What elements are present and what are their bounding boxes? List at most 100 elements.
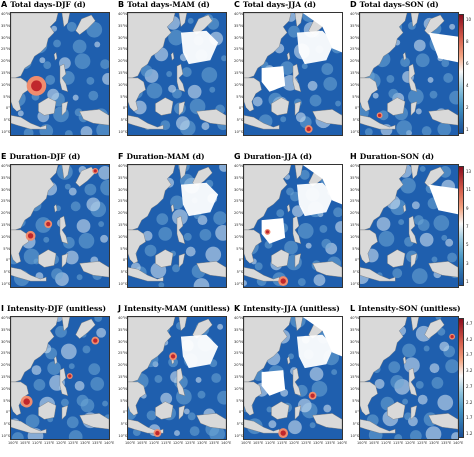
colorbar-tick: 4.7 xyxy=(466,321,473,326)
lat-tick: 20°N xyxy=(349,59,359,64)
colorbar xyxy=(458,14,464,134)
lon-tick: 110°E xyxy=(149,441,160,445)
colorbar-tick: 3.2 xyxy=(466,368,473,374)
lat-tick: 10°S xyxy=(350,434,359,438)
lat-tick: 35°N xyxy=(233,175,243,180)
lon-tick: 125°E xyxy=(301,441,312,445)
colorbar-tick: 4.2 xyxy=(466,336,473,342)
lat-tick: 5°S xyxy=(3,422,10,427)
lon-tick: 125°E xyxy=(68,441,79,445)
colorbar-tick: 4 xyxy=(466,83,469,88)
lat-tick: 10°N xyxy=(233,386,243,391)
colorbar-tick: 6 xyxy=(466,61,469,66)
lat-tick: 35°N xyxy=(233,327,243,332)
lat-tick: 25°N xyxy=(349,351,359,356)
lat-tick: 5°S xyxy=(236,422,243,427)
panel-label: K Intensity-JJA (unitless) xyxy=(234,304,340,314)
colorbar-tick: 5 xyxy=(466,242,469,248)
lat-tick: 40°N xyxy=(233,164,243,168)
lat-tick: 30°N xyxy=(117,187,127,192)
lat-tick: 0° xyxy=(122,258,127,263)
lat-tick: 35°N xyxy=(0,327,10,332)
lon-tick: 125°E xyxy=(417,441,428,445)
panel-letter: A xyxy=(1,0,8,9)
lat-tick: 0° xyxy=(5,106,10,111)
lat-tick: 10°S xyxy=(1,282,10,286)
lat-tick: 30°N xyxy=(233,35,243,40)
map xyxy=(243,316,343,440)
panel-label: C Total days-JJA (d) xyxy=(234,0,316,10)
lon-tick: 130°E xyxy=(429,441,440,445)
lon-tick: 140°E xyxy=(221,441,232,445)
panel-title: Intensity-DJF (unitless) xyxy=(6,304,107,313)
map xyxy=(127,164,227,288)
lat-tick: 5°S xyxy=(236,270,243,275)
lat-tick: 30°N xyxy=(0,339,10,344)
lat-tick: 5°N xyxy=(236,246,243,251)
lat-tick: 0° xyxy=(122,410,127,415)
lat-tick: 5°N xyxy=(352,246,359,251)
lat-tick: 5°S xyxy=(120,118,127,123)
lat-tick: 5°S xyxy=(120,270,127,275)
lat-tick: 35°N xyxy=(117,23,127,28)
lat-tick: 25°N xyxy=(117,47,127,52)
lat-tick: 15°N xyxy=(0,223,10,227)
lat-tick: 35°N xyxy=(117,175,127,180)
lat-tick: 5°N xyxy=(3,398,10,403)
map xyxy=(359,164,459,288)
colorbar-tick: 1.7 xyxy=(466,415,473,421)
lat-tick: 30°N xyxy=(0,187,10,192)
colorbar-tick: 1.2 xyxy=(466,431,473,436)
lon-tick: 120°E xyxy=(289,441,300,445)
colorbar-tick: 7 xyxy=(466,224,469,229)
panel-letter: E xyxy=(1,152,7,161)
lat-tick: 0° xyxy=(5,258,10,263)
lat-tick: 30°N xyxy=(117,35,127,40)
panel-letter: F xyxy=(118,152,124,161)
colorbar-tick: 2.7 xyxy=(466,383,473,389)
lat-tick: 10°N xyxy=(349,234,359,239)
map xyxy=(243,12,343,136)
colorbar-tick: 2 xyxy=(466,105,469,110)
lat-tick: 20°N xyxy=(349,211,359,216)
panel-j: J Intensity-MAM (unitless) 40°N 35°N 30°N 25°… xyxy=(117,304,231,445)
lon-tick: 115°E xyxy=(393,441,404,445)
lat-tick: 30°N xyxy=(349,187,359,192)
lat-tick: 10°S xyxy=(234,282,243,286)
panel-e: E Duration-DJF (d) 40°N 35°N 30°N 25°N 20°N 15°… xyxy=(0,152,110,288)
lat-tick: 15°N xyxy=(117,375,127,379)
lat-tick: 20°N xyxy=(0,59,10,64)
lon-tick: 105°E xyxy=(20,441,31,445)
lon-tick: 115°E xyxy=(161,441,172,445)
lat-tick: 20°N xyxy=(0,211,10,216)
lat-tick: 40°N xyxy=(0,316,10,320)
lat-tick: 15°N xyxy=(349,223,359,227)
lon-tick: 140°E xyxy=(337,441,348,445)
lat-tick: 40°N xyxy=(349,12,359,16)
panel-c: C Total days-JJA (d) 40°N 35°N 30°N 25°N 20°N 1… xyxy=(233,0,343,136)
lat-tick: 10°N xyxy=(117,234,127,239)
panel-label: H Duration-SON (d) xyxy=(350,152,434,162)
lon-tick: 120°E xyxy=(173,441,184,445)
lat-tick: 5°N xyxy=(352,398,359,403)
panel-label: J Intensity-MAM (unitless) xyxy=(118,304,230,314)
lat-tick: 35°N xyxy=(233,23,243,28)
lat-tick: 30°N xyxy=(233,339,243,344)
panel-letter: J xyxy=(118,304,121,313)
panel-label: E Duration-DJF (d) xyxy=(1,152,80,162)
lat-tick: 35°N xyxy=(0,175,10,180)
lat-tick: 0° xyxy=(354,106,359,111)
lat-tick: 20°N xyxy=(349,363,359,368)
panel-label: L Intensity-SON (unitless) xyxy=(350,304,461,314)
lat-tick: 15°N xyxy=(117,71,127,75)
lat-tick: 30°N xyxy=(349,35,359,40)
lon-tick: 115°E xyxy=(277,441,288,445)
lon-tick: 135°E xyxy=(92,441,103,445)
colorbar-tick: 9 xyxy=(466,205,469,211)
lat-tick: 20°N xyxy=(117,363,127,368)
lat-tick: 5°S xyxy=(3,270,10,275)
lat-tick: 5°S xyxy=(352,118,359,123)
lat-tick: 15°N xyxy=(117,223,127,227)
lat-tick: 10°S xyxy=(350,282,359,286)
